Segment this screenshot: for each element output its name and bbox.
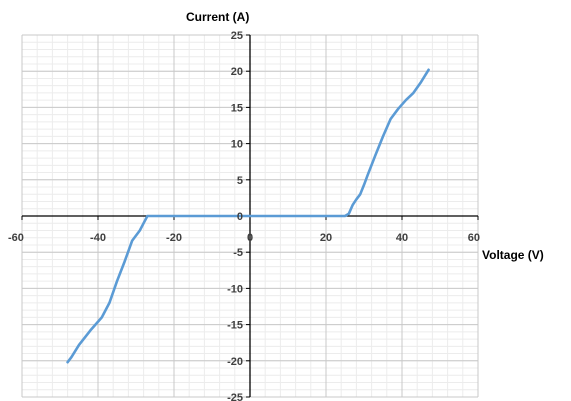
x-tick-label: 0 xyxy=(247,232,253,244)
y-tick-label: -20 xyxy=(227,356,243,368)
x-tick-label: -20 xyxy=(166,232,182,244)
y-axis-title: Current (A) xyxy=(186,10,249,24)
y-tick-label: -10 xyxy=(227,283,243,295)
y-tick-label: 15 xyxy=(231,102,243,114)
y-tick-label: -25 xyxy=(227,392,243,401)
iv-curve-line xyxy=(66,68,430,364)
y-tick-label: 10 xyxy=(231,139,243,151)
y-tick-label: -15 xyxy=(227,320,243,332)
x-tick-label: 60 xyxy=(468,232,480,244)
tick-labels: -60 -40 -20 0 20 40 60 25 20 15 10 5 0 -5 -10 -15 -20 -25 xyxy=(8,30,480,401)
series-layer xyxy=(66,68,430,364)
y-tick-label: 0 xyxy=(237,211,243,223)
x-tick-label: 40 xyxy=(396,232,408,244)
y-tick-label: 20 xyxy=(231,66,243,78)
x-tick-label: -60 xyxy=(8,232,24,244)
x-axis-title: Voltage (V) xyxy=(482,248,544,262)
x-tick-label: -40 xyxy=(90,232,106,244)
x-tick-label: 20 xyxy=(320,232,332,244)
y-tick-label: -5 xyxy=(233,247,243,259)
y-tick-label: 5 xyxy=(237,175,243,187)
y-tick-label: 25 xyxy=(231,30,243,42)
